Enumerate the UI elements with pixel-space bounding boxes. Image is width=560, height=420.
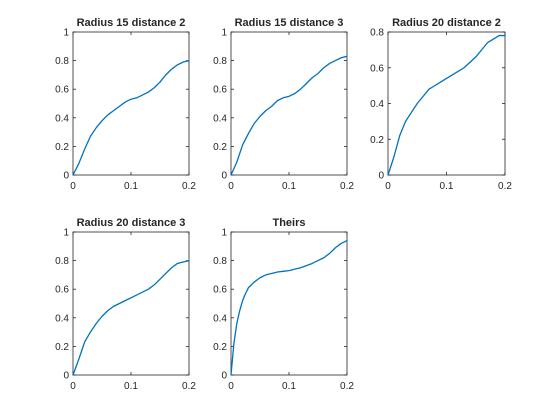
- y-tick-label: 1: [221, 228, 227, 239]
- x-tick-label: 0.1: [440, 181, 454, 192]
- y-tick-label: 1: [63, 28, 69, 39]
- subplot-title: Theirs: [272, 217, 305, 229]
- subplot-theirs: Theirs 0 0.1 0.2 0 0.2 0.4 0.6 0.8 1: [213, 217, 354, 392]
- x-tick-label: 0: [228, 381, 234, 392]
- y-tick-label: 1: [63, 228, 69, 239]
- y-tick-label: 0.6: [213, 85, 227, 96]
- y-tick-label: 0: [63, 371, 69, 382]
- axes-box: [72, 31, 190, 176]
- axes-box: [72, 231, 190, 376]
- y-tick-label: 0.6: [55, 85, 69, 96]
- x-tick-label: 0.2: [182, 381, 196, 392]
- x-tick-label: 0: [70, 181, 76, 192]
- axes-box: [230, 31, 348, 176]
- y-tick-label: 0.8: [370, 28, 384, 39]
- y-tick-label: 0.2: [55, 142, 69, 153]
- subplot-radius-15-distance-3: Radius 15 distance 3 0 0.1 0.2 0 0.2 0.4 0.6 0.…: [213, 17, 354, 192]
- y-tick-label: 0.2: [55, 342, 69, 353]
- x-tick-label: 0: [70, 381, 76, 392]
- x-tick-label: 0.1: [124, 381, 138, 392]
- y-tick-label: 0.2: [213, 342, 227, 353]
- y-tick-label: 0.8: [55, 256, 69, 267]
- x-tick-label: 0.2: [498, 181, 512, 192]
- series-line: [387, 34, 506, 176]
- series-line: [72, 259, 190, 376]
- y-tick-label: 0.4: [55, 113, 69, 124]
- y-tick-label: 0: [63, 171, 69, 182]
- x-tick-label: 0: [228, 181, 234, 192]
- y-tick-label: 0.6: [370, 63, 384, 74]
- subplot-title: Radius 20 distance 3: [77, 217, 186, 229]
- y-tick-label: 0.4: [213, 313, 227, 324]
- y-tick-label: 0.6: [55, 285, 69, 296]
- subplot-title: Radius 15 distance 2: [77, 17, 186, 29]
- y-tick-label: 0.8: [213, 56, 227, 67]
- y-tick-label: 0.6: [213, 285, 227, 296]
- series-line: [230, 55, 348, 176]
- y-tick-label: 0.8: [55, 56, 69, 67]
- subplot-radius-20-distance-2: Radius 20 distance 2 0 0.1 0.2 0 0.2 0.4 0.6 0.…: [370, 17, 512, 192]
- y-tick-label: 1: [221, 28, 227, 39]
- y-tick-label: 0: [221, 171, 227, 182]
- y-tick-label: 0.4: [55, 313, 69, 324]
- y-tick-label: 0: [378, 171, 384, 182]
- y-tick-label: 0: [221, 371, 227, 382]
- y-tick-label: 0.2: [370, 135, 384, 146]
- subplot-radius-15-distance-2: Radius 15 distance 2 0 0.1 0.2 0 0.2 0.4 0.6 0.…: [55, 17, 196, 192]
- series-line: [230, 239, 348, 376]
- x-tick-label: 0.1: [282, 181, 296, 192]
- x-tick-label: 0.2: [182, 181, 196, 192]
- axes-box: [387, 31, 506, 176]
- x-tick-label: 0.1: [124, 181, 138, 192]
- y-tick-label: 0.8: [213, 256, 227, 267]
- x-tick-label: 0: [385, 181, 391, 192]
- axes-box: [230, 231, 348, 376]
- subplot-title: Radius 20 distance 2: [392, 17, 501, 29]
- subplot-radius-20-distance-3: Radius 20 distance 3 0 0.1 0.2 0 0.2 0.4 0.6 0.…: [55, 217, 196, 392]
- y-tick-label: 0.4: [213, 113, 227, 124]
- y-tick-label: 0.4: [370, 99, 384, 110]
- series-line: [72, 59, 190, 176]
- y-tick-label: 0.2: [213, 142, 227, 153]
- x-tick-label: 0.2: [340, 181, 354, 192]
- subplot-title: Radius 15 distance 3: [235, 17, 344, 29]
- x-tick-label: 0.2: [340, 381, 354, 392]
- x-tick-label: 0.1: [282, 381, 296, 392]
